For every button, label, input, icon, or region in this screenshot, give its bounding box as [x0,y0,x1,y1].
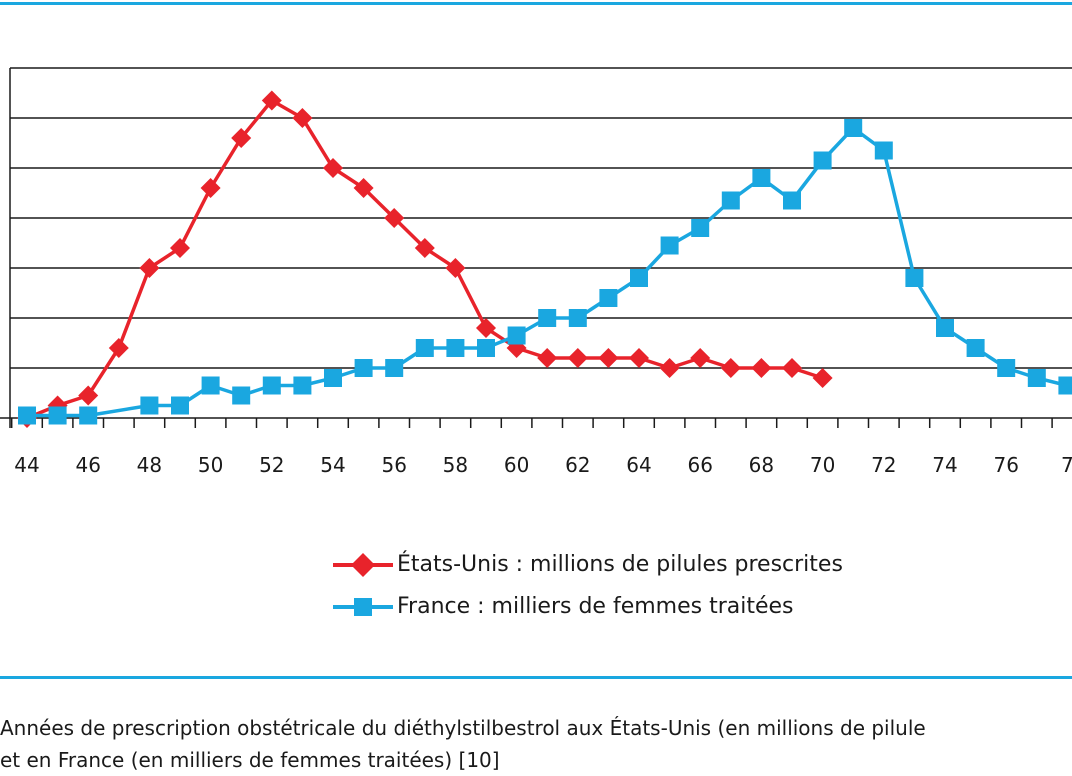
x-tick-label: 76 [993,453,1018,477]
data-point-us [690,348,711,368]
x-tick-label: 64 [626,453,651,477]
legend-france-swatch [333,598,393,616]
data-point-france [324,369,342,387]
caption-line-2: et en France (en milliers de femmes trai… [0,748,500,772]
x-tick-label: 62 [565,453,590,477]
x-tick-label: 70 [810,453,835,477]
data-point-france [415,339,434,357]
series-france-line [27,126,1068,418]
data-point-us [139,258,160,278]
data-point-france [48,406,67,425]
data-point-us [445,258,466,278]
data-point-us [78,385,99,406]
data-point-us [720,358,741,378]
x-tick-label: 48 [137,453,162,477]
data-point-france [18,406,36,425]
data-point-france [385,359,404,377]
data-point-france [171,396,189,415]
x-tick-label: 72 [871,453,896,477]
data-point-france [354,359,373,377]
data-point-france [79,406,98,425]
series-us-line [26,98,824,420]
data-point-us [537,348,558,368]
data-point-france [997,359,1016,377]
data-point-france [140,396,159,415]
data-point-france [813,151,832,170]
data-point-france [905,269,924,287]
series-layer [17,90,1072,428]
legend-france-label: France : milliers de femmes traitées [397,594,794,619]
data-point-us [108,338,129,358]
data-point-france [691,219,710,237]
data-point-us [384,208,405,228]
data-point-us [414,238,435,258]
bottom-accent-rule [0,676,1072,679]
data-point-france [201,376,220,395]
x-tick-label: 68 [749,453,774,477]
x-tick-label: 54 [320,453,345,477]
data-point-france [507,326,526,345]
line-chart: 44 46 48 50 52 54 56 58 60 62 64 66 68 70 72 74 76 7 [0,67,1072,477]
data-point-us [292,108,313,128]
data-point-france [538,309,557,327]
data-point-us [170,238,190,258]
data-point-france [1027,369,1046,387]
data-point-france [966,339,985,357]
axes [0,68,1072,428]
data-point-france [752,169,771,187]
data-point-france [232,386,251,405]
data-point-france [630,269,648,287]
x-tick-label: 56 [381,453,406,477]
data-point-france [599,289,618,307]
figure-caption: Années de prescription obstétricale du d… [0,712,1072,776]
x-tick-label: 46 [75,453,100,477]
data-point-france [1058,376,1072,395]
data-point-france [293,376,312,395]
data-point-us [323,158,343,178]
data-point-us [812,368,833,388]
grid-lines [10,67,1072,369]
caption-line-1: Années de prescription obstétricale du d… [0,716,926,740]
x-tick-label: 52 [259,453,284,477]
data-point-us [751,358,772,378]
data-point-us [598,348,619,368]
data-point-france [844,119,863,137]
data-point-us [353,178,374,198]
series-us [17,90,833,428]
data-point-france [262,376,281,395]
x-tick-label: 60 [504,453,529,477]
x-tick-label: 66 [687,453,712,477]
data-point-france [660,236,679,255]
data-point-france [446,339,465,357]
data-point-france [874,141,893,160]
x-tick-label: 50 [198,453,223,477]
x-tick-label: 44 [14,453,39,477]
data-point-us [629,348,649,368]
top-accent-rule [0,2,1072,5]
data-point-us [782,358,802,378]
data-point-us [231,128,252,148]
data-point-france [783,191,801,210]
data-point-france [477,339,495,357]
x-tick-label: 58 [443,453,468,477]
legend-us-label: États-Unis : millions de pilules prescri… [397,552,843,577]
data-point-us [476,318,496,338]
data-point-us [261,90,282,111]
series-france [18,119,1072,425]
x-tick-label: 74 [932,453,957,477]
legend-us-swatch [333,553,393,577]
data-point-france [721,191,740,210]
data-point-us [567,348,588,368]
data-point-us [200,178,221,198]
x-tick-labels: 44 46 48 50 52 54 56 58 60 62 64 66 68 70 72 74 76 7 [14,453,1072,477]
data-point-france [568,309,587,327]
data-point-france [936,319,954,337]
data-point-us [659,358,680,378]
x-tick-label: 7 [1061,453,1072,477]
